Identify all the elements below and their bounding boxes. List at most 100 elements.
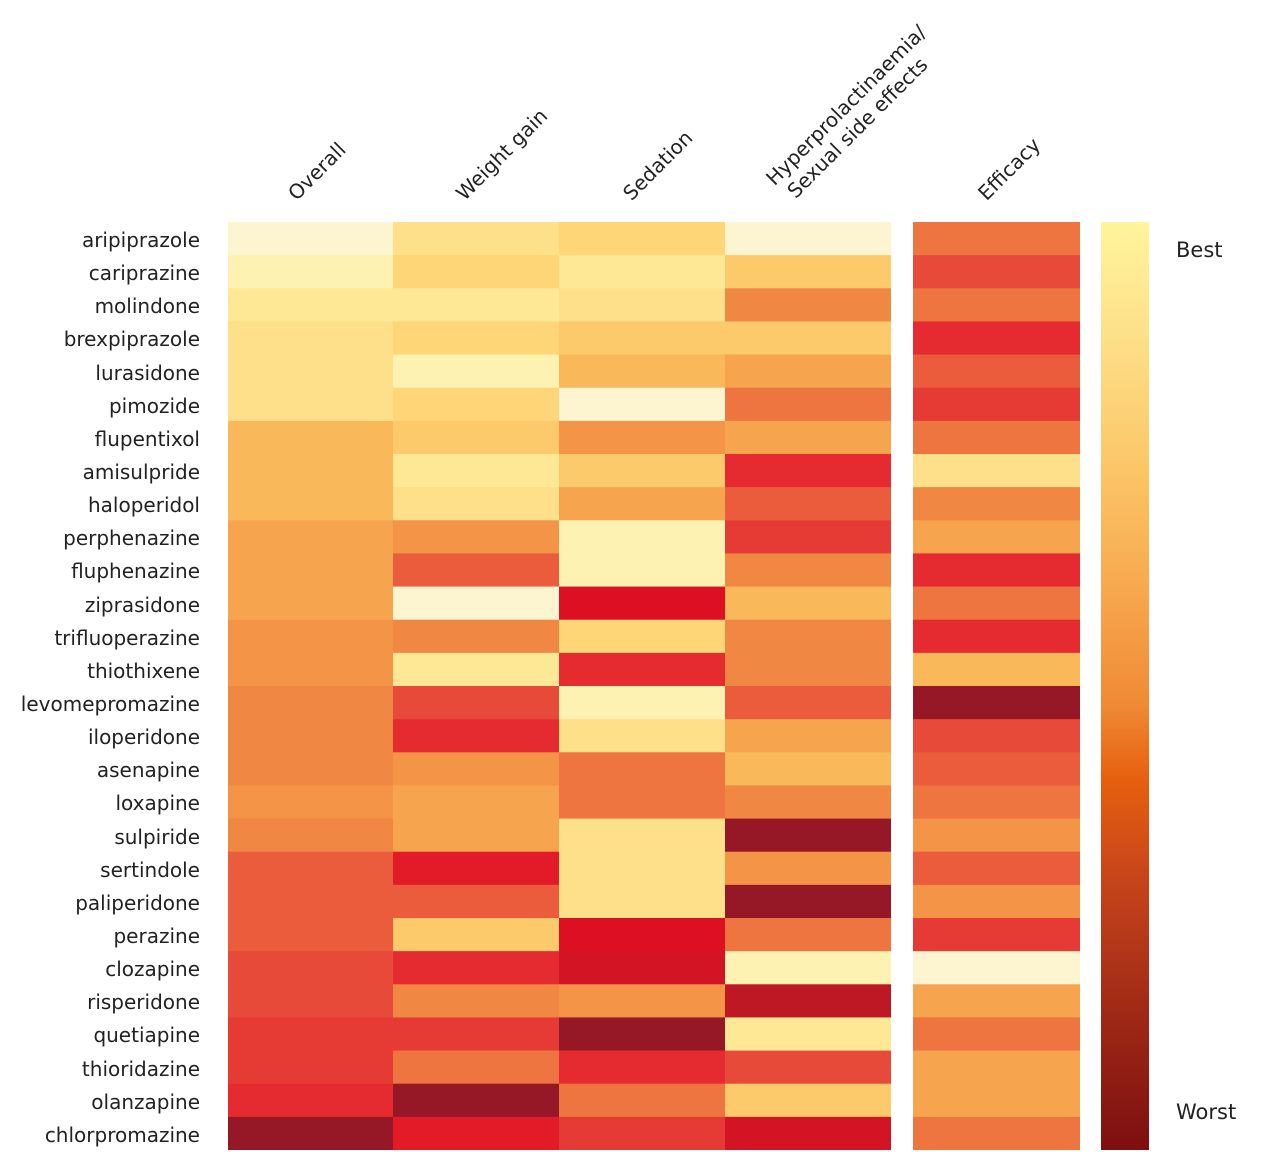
heatmap-cell-olanzapine-1 bbox=[393, 1083, 559, 1118]
row-label: chlorpromazine bbox=[44, 1122, 200, 1147]
heatmap-cell-perazine-0 bbox=[228, 918, 393, 952]
row-label: risperidone bbox=[87, 990, 200, 1015]
row-label: sulpiride bbox=[114, 824, 200, 849]
heatmap-cell-thioridazine-3 bbox=[725, 1050, 891, 1085]
row-label: molindone bbox=[94, 294, 200, 319]
heatmap-cell-chlorpromazine-3 bbox=[725, 1116, 891, 1150]
row-label: sertindole bbox=[100, 857, 200, 882]
heatmap-cell-iloperidone-1 bbox=[393, 719, 559, 753]
row-label: levomepromazine bbox=[20, 692, 200, 716]
heatmap-cell-sulpiride-3 bbox=[725, 818, 891, 853]
heatmap-cell-ziprasidone-2 bbox=[559, 586, 725, 621]
heatmap-cell-quetiapine-3 bbox=[725, 1017, 891, 1052]
heatmap-cell-paliperidone-0 bbox=[228, 884, 393, 919]
heatmap-cell-amisulpride-0 bbox=[228, 454, 393, 488]
heatmap-cell-loxapine-4 bbox=[913, 785, 1080, 820]
heatmap-cell-perazine-3 bbox=[725, 918, 891, 952]
heatmap-cell-clozapine-3 bbox=[725, 951, 891, 985]
heatmap-cell-ziprasidone-0 bbox=[228, 586, 393, 621]
heatmap-cell-loxapine-3 bbox=[725, 785, 891, 820]
heatmap-cell-trifluoperazine-3 bbox=[725, 619, 891, 654]
heatmap-cell-sulpiride-1 bbox=[393, 818, 559, 853]
heatmap-cell-brexpiprazole-0 bbox=[228, 321, 393, 356]
heatmap-cell-quetiapine-2 bbox=[559, 1017, 725, 1052]
heatmap-cell-iloperidone-4 bbox=[913, 719, 1080, 753]
heatmap-cell-risperidone-3 bbox=[725, 984, 891, 1019]
heatmap-cell-perazine-2 bbox=[559, 918, 725, 952]
heatmap-cell-chlorpromazine-0 bbox=[228, 1116, 393, 1150]
heatmap-cell-haloperidol-0 bbox=[228, 487, 393, 521]
heatmap-cell-sertindole-4 bbox=[913, 851, 1080, 886]
heatmap-cell-amisulpride-4 bbox=[913, 454, 1080, 488]
heatmap-cell-quetiapine-0 bbox=[228, 1017, 393, 1052]
heatmap-cell-lurasidone-3 bbox=[725, 354, 891, 389]
heatmap-cell-thioridazine-2 bbox=[559, 1050, 725, 1085]
heatmap-cell-brexpiprazole-3 bbox=[725, 321, 891, 356]
heatmap-cell-pimozide-4 bbox=[913, 387, 1080, 422]
heatmap-cell-olanzapine-4 bbox=[913, 1083, 1080, 1118]
heatmap-cell-amisulpride-1 bbox=[393, 454, 559, 488]
row-label: loxapine bbox=[115, 791, 200, 816]
row-label: iloperidone bbox=[87, 725, 200, 750]
heatmap-cell-brexpiprazole-1 bbox=[393, 321, 559, 356]
heatmap-cell-clozapine-2 bbox=[559, 951, 725, 985]
row-label: trifluoperazine bbox=[54, 625, 200, 650]
heatmap-cell-thiothixene-2 bbox=[559, 652, 725, 687]
row-label: aripiprazole bbox=[81, 228, 200, 252]
heatmap-cell-cariprazine-0 bbox=[228, 255, 393, 289]
heatmap-cell-brexpiprazole-2 bbox=[559, 321, 725, 356]
row-label: lurasidone bbox=[95, 360, 200, 385]
row-label: perphenazine bbox=[63, 526, 200, 551]
heatmap-cell-levomepromazine-0 bbox=[228, 686, 393, 720]
heatmap-cell-lurasidone-0 bbox=[228, 354, 393, 389]
heatmap-cell-brexpiprazole-4 bbox=[913, 321, 1080, 356]
heatmap-cell-perazine-4 bbox=[913, 918, 1080, 952]
heatmap-cell-clozapine-1 bbox=[393, 951, 559, 985]
heatmap-cell-fluphenazine-0 bbox=[228, 553, 393, 588]
row-label: cariprazine bbox=[88, 261, 200, 286]
heatmap-cell-iloperidone-3 bbox=[725, 719, 891, 753]
heatmap-cell-thiothixene-4 bbox=[913, 652, 1080, 687]
heatmap-cell-paliperidone-2 bbox=[559, 884, 725, 919]
heatmap-cell-thiothixene-1 bbox=[393, 652, 559, 687]
heatmap-cell-paliperidone-1 bbox=[393, 884, 559, 919]
heatmap-cell-levomepromazine-3 bbox=[725, 686, 891, 720]
row-label: paliperidone bbox=[75, 890, 200, 915]
heatmap-cell-pimozide-3 bbox=[725, 387, 891, 422]
heatmap-cell-flupentixol-1 bbox=[393, 420, 559, 455]
heatmap-cell-haloperidol-4 bbox=[913, 487, 1080, 521]
heatmap-cell-pimozide-2 bbox=[559, 387, 725, 422]
heatmap-cell-levomepromazine-1 bbox=[393, 686, 559, 720]
heatmap-cell-flupentixol-4 bbox=[913, 420, 1080, 455]
heatmap-cell-thiothixene-0 bbox=[228, 652, 393, 687]
colorbar-best-label: Best bbox=[1176, 238, 1223, 262]
row-label: fluphenazine bbox=[71, 559, 200, 584]
heatmap-cell-lurasidone-1 bbox=[393, 354, 559, 389]
heatmap-cell-perphenazine-1 bbox=[393, 520, 559, 555]
heatmap-cell-fluphenazine-4 bbox=[913, 553, 1080, 588]
row-label: brexpiprazole bbox=[63, 327, 200, 352]
heatmap-cell-risperidone-4 bbox=[913, 984, 1080, 1019]
heatmap-cell-loxapine-2 bbox=[559, 785, 725, 820]
heatmap-cell-asenapine-0 bbox=[228, 752, 393, 787]
heatmap-cell-perphenazine-4 bbox=[913, 520, 1080, 555]
heatmap-cell-clozapine-4 bbox=[913, 951, 1080, 985]
heatmap-cell-molindone-3 bbox=[725, 288, 891, 323]
heatmap-cell-iloperidone-2 bbox=[559, 719, 725, 753]
heatmap-cell-aripiprazole-1 bbox=[393, 222, 559, 256]
heatmap-cell-asenapine-3 bbox=[725, 752, 891, 787]
heatmap-cell-olanzapine-2 bbox=[559, 1083, 725, 1118]
heatmap-cell-olanzapine-3 bbox=[725, 1083, 891, 1118]
heatmap-cell-ziprasidone-4 bbox=[913, 586, 1080, 621]
heatmap-cell-molindone-0 bbox=[228, 288, 393, 323]
heatmap-cell-risperidone-1 bbox=[393, 984, 559, 1019]
heatmap-cell-sertindole-0 bbox=[228, 851, 393, 886]
row-label: perazine bbox=[113, 924, 200, 948]
heatmap-cell-molindone-4 bbox=[913, 288, 1080, 323]
heatmap-cell-fluphenazine-1 bbox=[393, 553, 559, 588]
heatmap-cell-risperidone-2 bbox=[559, 984, 725, 1019]
heatmap-cell-pimozide-1 bbox=[393, 387, 559, 422]
row-label: flupentixol bbox=[94, 426, 200, 451]
heatmap-cell-cariprazine-4 bbox=[913, 255, 1080, 289]
